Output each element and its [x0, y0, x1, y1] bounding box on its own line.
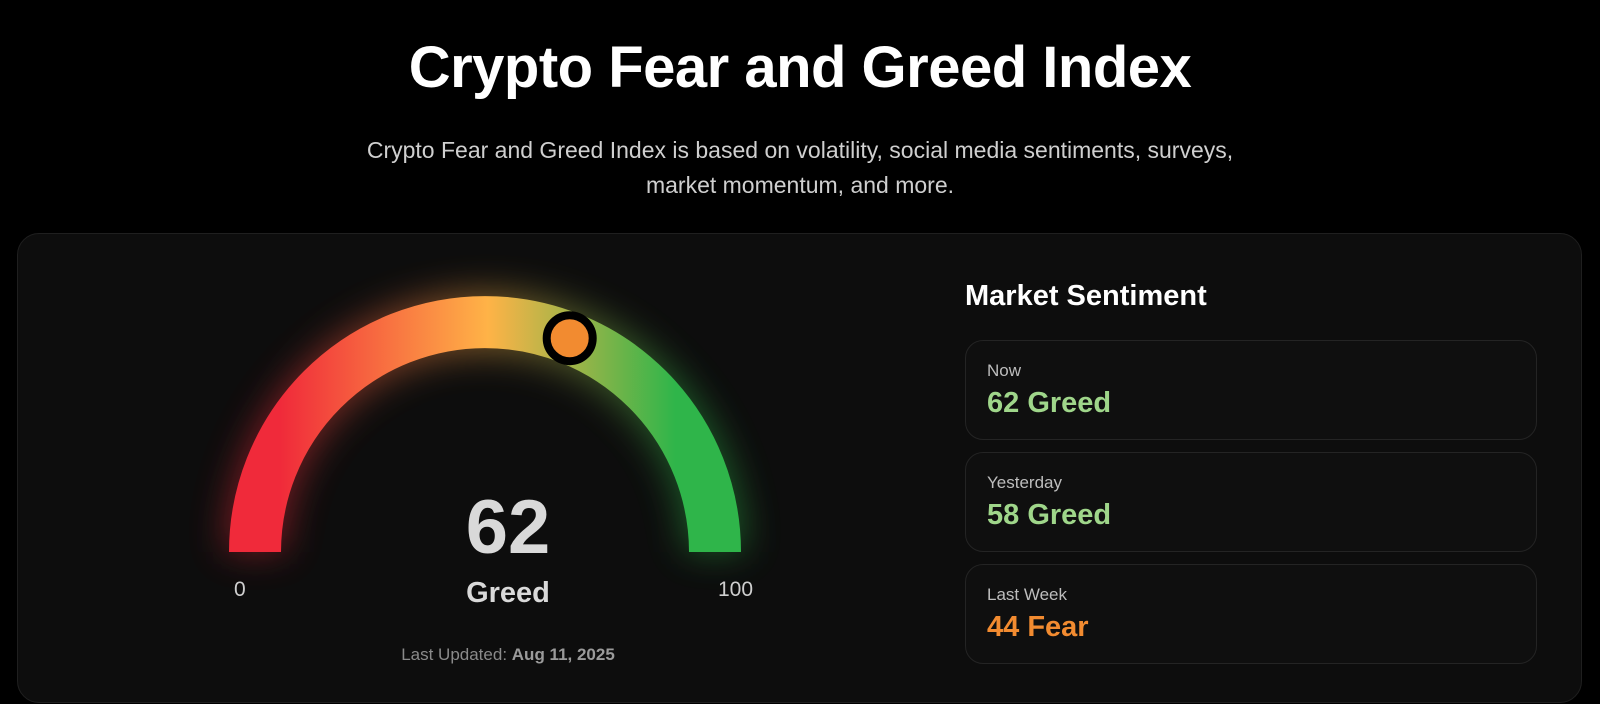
gauge-min-label: 0: [234, 578, 246, 601]
page-title: Crypto Fear and Greed Index: [408, 35, 1192, 100]
sentiment-reading: 62 Greed: [987, 387, 1112, 419]
sentiment-reading: 44 Fear: [987, 611, 1089, 643]
sentiment-card-yesterday: Yesterday 58 Greed: [965, 452, 1537, 552]
index-card: 62 Greed 0 100 Last Updated: Aug 11, 202…: [17, 233, 1582, 703]
sentiment-reading: 58 Greed: [987, 499, 1112, 531]
sentiment-period: Yesterday: [987, 473, 1062, 492]
gauge-marker: [542, 311, 597, 366]
gauge: 62 Greed 0 100 Last Updated: Aug 11, 202…: [18, 234, 978, 704]
sentiment-card-now: Now 62 Greed: [965, 340, 1537, 440]
last-updated: Last Updated: Aug 11, 2025: [298, 645, 718, 665]
gauge-value: 62: [465, 485, 551, 570]
subtitle-line-2: market momentum, and more.: [645, 172, 955, 198]
gauge-label: Greed: [466, 577, 550, 609]
market-sentiment-title: Market Sentiment: [965, 280, 1207, 312]
gauge-max-label: 100: [718, 578, 754, 601]
sentiment-period: Now: [987, 361, 1022, 380]
gauge-arc: [229, 296, 741, 553]
subtitle-line-1: Crypto Fear and Greed Index is based on …: [366, 137, 1234, 163]
last-updated-date: Aug 11, 2025: [511, 645, 615, 664]
sentiment-period: Last Week: [987, 585, 1068, 604]
last-updated-label: Last Updated:: [401, 645, 508, 664]
gauge-svg: [225, 292, 745, 553]
page-subtitle: Crypto Fear and Greed Index is based on …: [340, 133, 1260, 203]
sentiment-card-last-week: Last Week 44 Fear: [965, 564, 1537, 664]
